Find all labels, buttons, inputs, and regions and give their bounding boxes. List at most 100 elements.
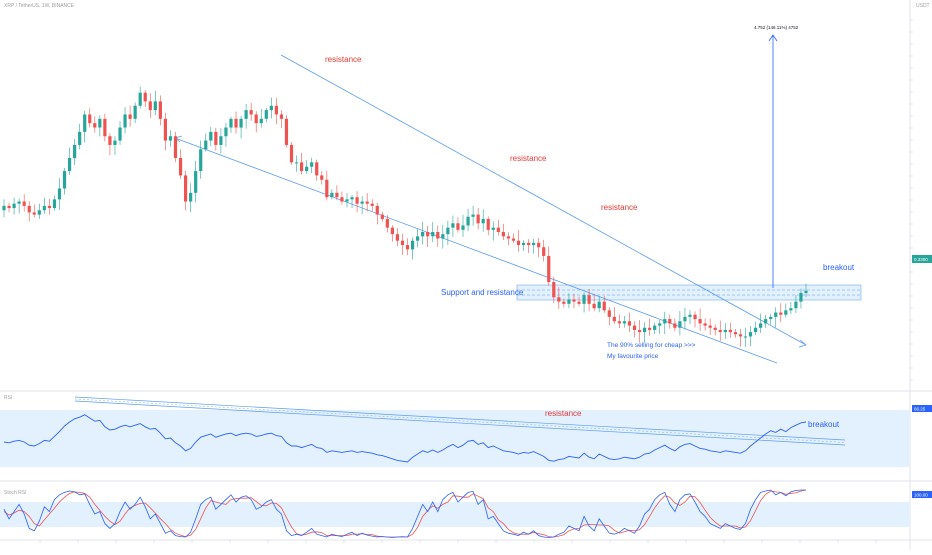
candle-body: [784, 310, 788, 315]
annotation-support-resistance: Support and resistance: [441, 288, 524, 297]
annotation-resistance-rsi: resistance: [545, 409, 582, 418]
candle-body: [128, 114, 132, 119]
stoch-pane-label: Stoch RSI: [4, 490, 27, 496]
candle-body: [451, 223, 455, 228]
candle-body: [718, 329, 722, 333]
candle-body: [416, 236, 420, 241]
annotation-breakout-price: breakout: [823, 263, 855, 272]
candle-body: [587, 295, 591, 304]
candle-body: [547, 255, 551, 283]
descending-support-line: [174, 137, 778, 364]
candle-body: [57, 188, 62, 200]
descending-resistance-line: [280, 54, 807, 346]
candle-body: [234, 118, 238, 128]
rsi-band: [0, 410, 910, 467]
candle-body: [537, 242, 541, 248]
stoch-band: [0, 502, 910, 527]
candle-body: [360, 201, 364, 204]
candle-body: [355, 197, 359, 204]
candle-body: [461, 225, 465, 230]
candle-body: [511, 238, 516, 241]
rsi-trend-line-1: [74, 396, 846, 441]
candle-body: [405, 245, 410, 250]
candle-body: [476, 214, 480, 224]
candle-body: [552, 282, 556, 298]
candle-body: [708, 325, 712, 328]
candle-body: [173, 136, 178, 158]
candle-body: [506, 236, 511, 239]
candle-body: [269, 105, 273, 111]
candle-body: [214, 131, 218, 145]
candle-body: [501, 232, 505, 237]
candle-body: [83, 114, 87, 132]
candle-body: [678, 321, 682, 328]
price-axis-ticks: [39, 19, 913, 543]
candle-body: [345, 199, 349, 202]
candle-body: [209, 131, 213, 141]
candle-body: [486, 218, 490, 230]
candle-body: [597, 301, 601, 309]
candle-body: [779, 312, 783, 315]
candle-body: [496, 227, 500, 232]
candle-body: [653, 325, 657, 330]
candle-body: [663, 319, 667, 324]
candle-body: [133, 105, 137, 119]
candle-body: [789, 308, 793, 311]
candle-body: [189, 192, 193, 202]
candle-body: [658, 323, 662, 326]
price-badge-bg: [912, 255, 932, 263]
candle-body: [22, 201, 26, 206]
candle-body: [395, 234, 400, 241]
candle-body: [632, 325, 637, 330]
candle-body: [325, 179, 329, 198]
rsi-line: [3, 414, 807, 463]
candle-body: [2, 205, 6, 211]
candle-body: [310, 162, 314, 167]
candle-body: [582, 295, 586, 304]
candles-group: [2, 86, 808, 347]
candle-body: [703, 323, 707, 326]
candle-body: [249, 110, 253, 115]
candle-body: [471, 214, 475, 217]
candle-body: [804, 290, 808, 293]
candle-body: [244, 110, 248, 119]
candle-body: [441, 234, 445, 239]
candle-body: [516, 240, 521, 246]
candle-body: [466, 216, 470, 226]
stoch-badge-bg: [912, 491, 932, 498]
stoch-badge: 100.00: [914, 493, 928, 498]
candle-body: [194, 171, 198, 193]
candle-body: [113, 140, 117, 145]
candle-body: [239, 118, 243, 128]
rsi-pane-label: RSI: [4, 395, 12, 401]
candle-body: [138, 92, 142, 106]
candle-body: [279, 114, 284, 119]
candle-body: [738, 334, 743, 337]
candle-body: [456, 223, 460, 230]
candle-body: [148, 101, 152, 111]
candle-body: [67, 158, 72, 172]
annotation-resistance-2: resistance: [510, 154, 547, 163]
candle-body: [607, 310, 611, 317]
candle-body: [178, 158, 183, 176]
candle-body: [723, 329, 727, 333]
candle-body: [688, 314, 692, 317]
candle-body: [315, 162, 319, 176]
candle-body: [390, 227, 394, 235]
candle-body: [259, 118, 263, 124]
candle-body: [42, 205, 46, 211]
candle-body: [592, 303, 596, 309]
candle-body: [380, 214, 384, 219]
candle-body: [254, 114, 258, 124]
measure-label: 4.752 (146.11%) 4752: [754, 25, 799, 30]
stoch-k-line: [3, 489, 806, 538]
candle-body: [612, 316, 616, 322]
candle-body: [370, 203, 374, 206]
candle-body: [481, 218, 485, 224]
candle-body: [37, 210, 41, 215]
candle-body: [572, 299, 576, 302]
candle-body: [733, 332, 737, 335]
